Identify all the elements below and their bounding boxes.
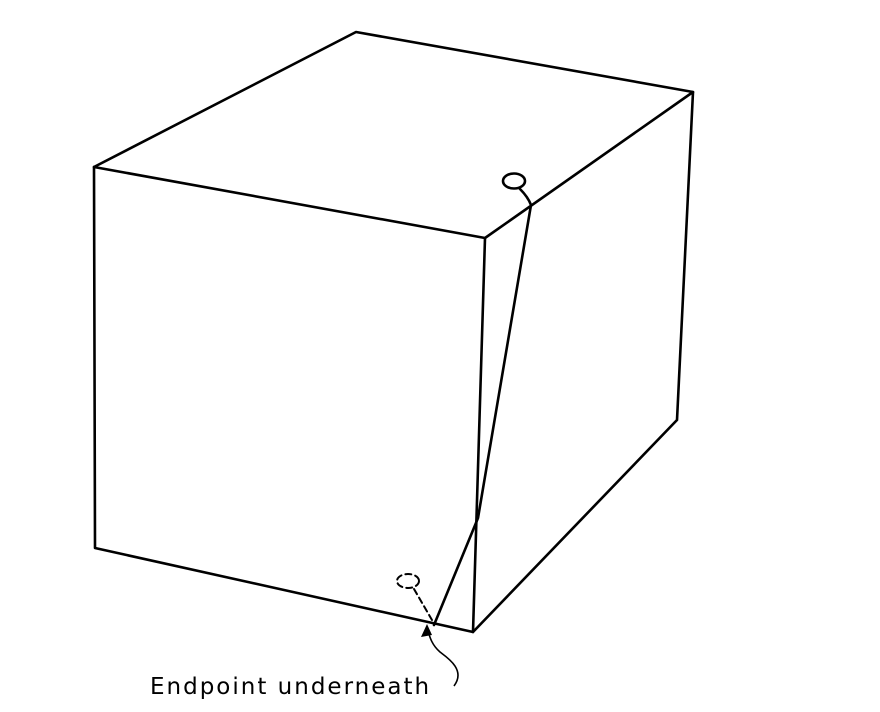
cube-top-face-edges [92, 30, 695, 240]
cube-front-left-face-edges [92, 165, 487, 634]
hidden-path-segment [413, 588, 433, 621]
annotation-arrowhead [421, 624, 432, 637]
cube [92, 30, 695, 634]
start-point-marker [501, 172, 527, 190]
annotation-pointer-line [426, 627, 459, 687]
cube-right-face-edges [471, 90, 695, 634]
hidden-endpoint-marker [396, 573, 420, 589]
surface-path-line [432, 187, 533, 627]
endpoint-label: Endpoint underneath [150, 674, 431, 700]
